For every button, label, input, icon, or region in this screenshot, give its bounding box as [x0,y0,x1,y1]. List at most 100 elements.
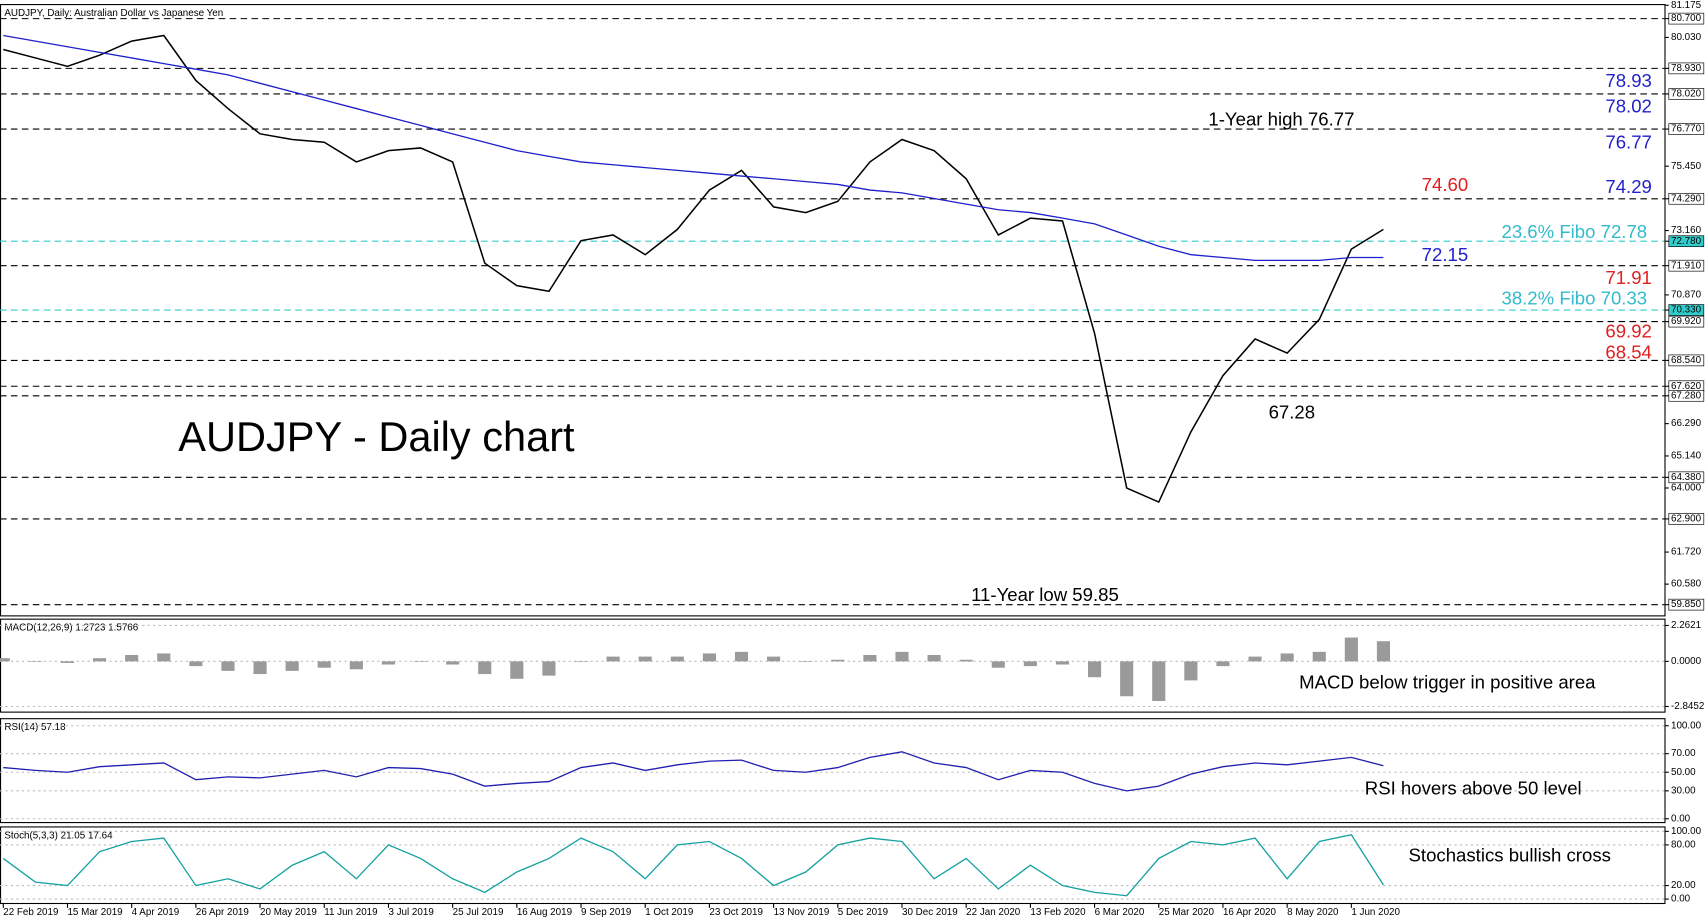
macd-bar [446,661,460,665]
panel-header: RSI(14) 57.18 [4,722,66,733]
tick-highlight [1668,88,1705,100]
tick-highlight [1668,471,1705,484]
x-tick-label: 15 Mar 2019 [67,907,122,918]
tick-highlight [1668,390,1705,402]
macd-bar [221,661,235,671]
macd-bar [28,661,42,662]
y-tick-label: 78.930 [1671,63,1702,74]
macd-bar [702,653,716,662]
tick-highlight [1668,354,1705,367]
macd-bar [574,661,588,662]
macd-bar [959,659,973,662]
panel-header: AUDJPY, Daily: Australian Dollar vs Japa… [4,8,223,19]
y-tick-label: 61.720 [1671,547,1702,558]
y-tick-label: 50.00 [1671,767,1696,778]
y-tick-label: 0.0000 [1671,656,1702,667]
macd-bar [60,661,75,663]
annotation: 72.15 [1422,244,1469,265]
y-tick-label: 70.870 [1671,290,1702,301]
y-tick-label: 76.770 [1671,124,1702,135]
x-tick-label: 5 Dec 2019 [838,907,888,918]
x-tick-label: 4 Apr 2019 [132,907,180,918]
macd-bar [157,653,171,662]
x-tick-label: 22 Jan 2020 [966,907,1021,918]
macd-bar [413,661,428,662]
y-tick-label: 70.330 [1671,305,1702,316]
annotation: Stochastics bullish cross [1409,844,1611,865]
y-tick-label: 70.00 [1671,748,1696,759]
y-tick-label: 67.280 [1671,390,1702,401]
annotation: 11-Year low 59.85 [971,584,1119,605]
macd-bar [734,651,749,662]
y-tick-label: 60.580 [1671,579,1702,590]
annotation: MACD below trigger in positive area [1299,672,1596,693]
macd-bar [1312,651,1326,662]
annotation: 71.91 [1605,267,1652,288]
y-tick-label: 67.620 [1671,381,1702,392]
series-line [2,833,1384,897]
x-tick-label: 11 Jun 2019 [324,907,377,918]
annotation: 67.28 [1269,401,1316,422]
y-tick-label: 73.160 [1671,225,1702,236]
tick-highlight [1668,235,1705,248]
tick-highlight [1668,192,1705,205]
panel-header: MACD(12,26,9) 1.2723 1.5766 [4,623,138,634]
y-tick-label: 69.920 [1671,316,1702,327]
y-tick-label: 80.030 [1671,32,1702,43]
y-tick-label: -2.8452 [1671,701,1704,712]
macd-bar [606,656,620,662]
annotation: AUDJPY - Daily chart [178,413,575,460]
series-line [3,34,1384,262]
y-tick-label: 66.290 [1671,418,1702,429]
y-tick-label: 30.00 [1671,785,1696,796]
y-tick-label: 80.700 [1671,13,1702,24]
macd-bar [895,651,909,662]
macd-bar [1088,661,1102,678]
tick-highlight [1668,315,1705,328]
macd-bar [253,661,267,675]
annotation: 68.54 [1605,341,1652,362]
series-line [3,751,1384,792]
y-tick-label: 59.850 [1671,599,1702,610]
macd-bar [1184,661,1198,681]
x-tick-label: 22 Feb 2019 [3,907,58,918]
macd-bar [542,661,556,676]
annotation: 76.77 [1605,131,1652,152]
macd-bar [638,656,652,662]
macd-bar [0,658,10,662]
macd-bar [1120,661,1134,697]
y-tick-label: 78.020 [1671,89,1702,100]
x-tick-label: 13 Nov 2019 [774,907,830,918]
x-tick-label: 8 May 2020 [1287,907,1339,918]
x-tick-label: 13 Feb 2020 [1030,907,1086,918]
macd-bar [767,656,781,662]
macd-bar [831,659,845,662]
annotation: 78.93 [1605,70,1652,91]
macd-bar [670,656,684,662]
panel-header: Stoch(5,3,3) 21.05 17.64 [4,830,113,841]
macd-bar [317,661,331,668]
panel-frame [0,826,1666,905]
x-tick-label: 26 Apr 2019 [196,907,249,918]
macd-bar [927,655,941,662]
annotation: 38.2% Fibo 70.33 [1501,288,1647,309]
macd-bar [991,661,1005,668]
series-line [3,34,1384,504]
macd-bar [93,658,107,662]
y-tick-label: 71.910 [1671,260,1702,271]
y-tick-label: 68.540 [1671,355,1702,366]
tick-highlight [1668,598,1705,611]
tick-highlight [1668,513,1705,525]
macd-bar [1248,656,1262,662]
annotation: 69.92 [1605,321,1652,342]
y-tick-label: 20.00 [1671,880,1696,891]
annotation: RSI hovers above 50 level [1365,778,1582,799]
y-tick-label: 75.450 [1671,161,1702,172]
x-tick-label: 3 Jul 2019 [388,907,433,918]
y-tick-label: 0.00 [1671,813,1691,824]
y-tick-label: 2.2621 [1671,620,1701,631]
annotation: 78.02 [1605,95,1652,116]
macd-bar [189,661,203,667]
